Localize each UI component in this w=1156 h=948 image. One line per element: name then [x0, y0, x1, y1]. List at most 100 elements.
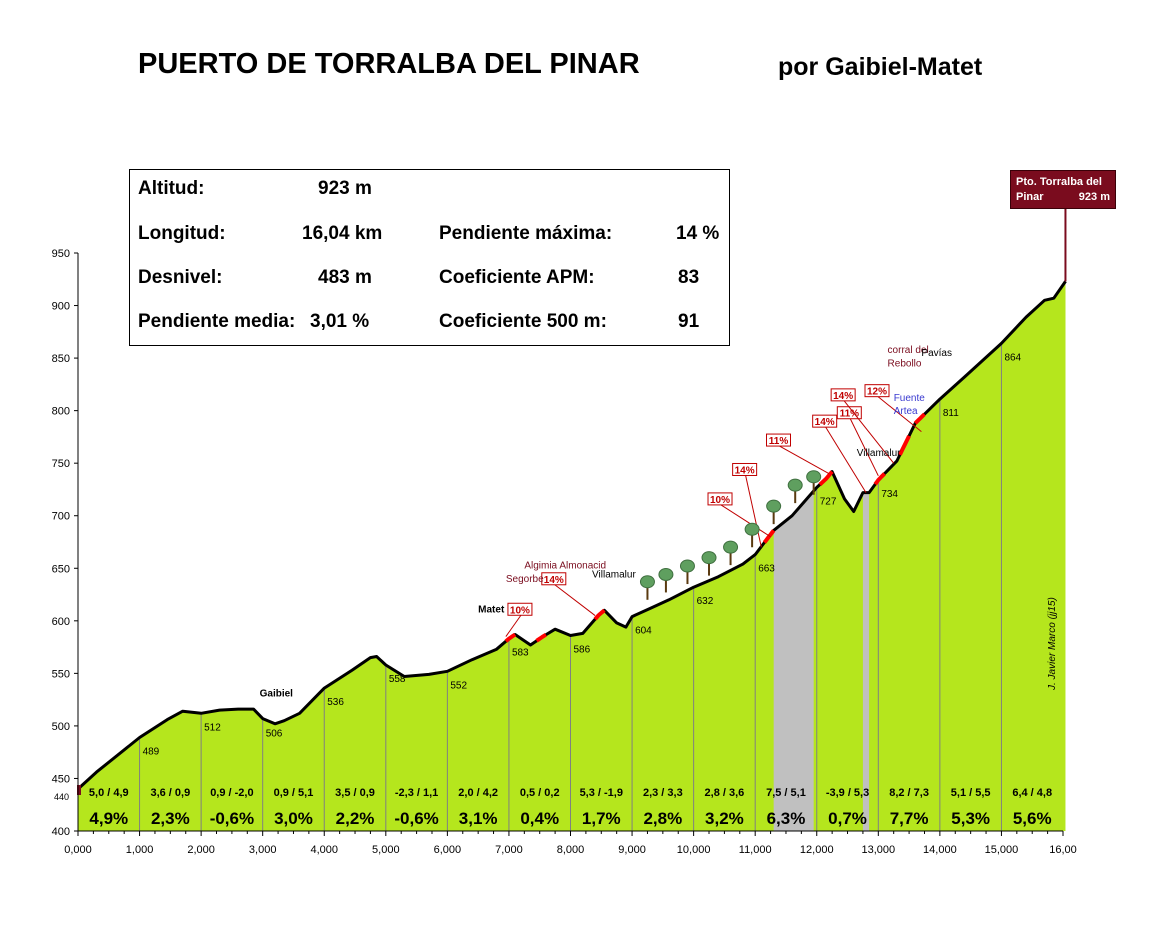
tree-icon	[787, 478, 803, 492]
tree-icon	[679, 559, 695, 573]
info-label: Pendiente máxima:	[439, 223, 613, 244]
place-label: Rebollo	[888, 358, 922, 369]
gradient-label: 14%	[815, 417, 835, 428]
gradient-leader	[825, 426, 867, 493]
segment-minmax-label: 2,8 / 3,6	[705, 787, 745, 799]
segment-average-label: 5,6%	[1013, 809, 1052, 828]
tree-icon	[701, 551, 717, 565]
chart-marks: 489 512 506 536 558 552 583 586 604 632 663 727 734 8…	[54, 209, 1067, 828]
gradient-leader	[849, 418, 879, 477]
tunnel-area-1	[862, 492, 870, 831]
gradient-label: 14%	[544, 575, 564, 586]
segment-minmax-label: 2,0 / 4,2	[458, 787, 498, 799]
place-label: Villamalur	[592, 570, 636, 581]
tree-icon	[766, 499, 782, 513]
segment-minmax-label: 5,1 / 5,5	[951, 787, 991, 799]
x-tick-label: 8,000	[557, 844, 585, 856]
altitude-label: 864	[1004, 352, 1021, 363]
segment-average-label: 5,3%	[951, 809, 990, 828]
place-label: Segorbe	[506, 574, 544, 585]
summit-box: Pto. Torralba del Pinar 923 m	[1010, 170, 1116, 209]
x-tick-label: 0,000	[64, 844, 92, 856]
summit-name: Pto. Torralba del	[1016, 176, 1102, 188]
x-tick-label: 1,000	[126, 844, 154, 856]
y-tick-label: 400	[52, 826, 70, 838]
y-tick-label: 900	[52, 301, 70, 313]
place-label: Fuente	[894, 393, 926, 404]
y-tick-label: 650	[52, 563, 70, 575]
altitude-label: 734	[881, 489, 898, 500]
segment-minmax-label: 0,9 / -2,0	[210, 787, 253, 799]
info-label: Altitud:	[138, 178, 205, 199]
gradient-label: 11%	[840, 409, 860, 420]
profile-area	[78, 281, 1066, 831]
steep-section-2	[593, 608, 606, 621]
steep-section-6	[898, 435, 911, 456]
info-value: 3,01 %	[310, 311, 370, 332]
place-label: Pavías	[921, 348, 952, 359]
info-value: 923 m	[318, 178, 372, 199]
x-tick-label: 10,000	[677, 844, 711, 856]
info-row-elevation-gain: Desnivel: 483 m Coeficiente APM: 83	[130, 267, 729, 297]
gradient-leader	[779, 445, 830, 475]
gradient-leader	[554, 584, 596, 616]
segment-average-label: 4,9%	[89, 809, 128, 828]
x-tick-label: 2,000	[187, 844, 215, 856]
tree-icon	[744, 522, 760, 536]
segment-average-label: 3,1%	[459, 809, 498, 828]
x-tick-label: 16,00	[1049, 844, 1077, 856]
gradient-leader	[843, 400, 895, 464]
tree-icon	[658, 567, 674, 581]
y-tick-label: 600	[52, 616, 70, 628]
segment-minmax-label: 3,6 / 0,9	[150, 787, 190, 799]
x-tick-label: 5,000	[372, 844, 400, 856]
info-label: Coeficiente 500 m:	[439, 311, 607, 332]
info-label: Desnivel:	[138, 267, 223, 288]
start-marker	[77, 785, 81, 795]
segment-average-label: 2,3%	[151, 809, 190, 828]
altitude-label: 727	[820, 496, 837, 507]
segment-average-label: 3,0%	[274, 809, 313, 828]
segment-average-label: 6,3%	[767, 809, 806, 828]
segment-minmax-label: 0,9 / 5,1	[274, 787, 314, 799]
place-label: Villamalur	[857, 448, 901, 459]
info-value: 483 m	[318, 267, 372, 288]
tree-icon	[639, 575, 655, 589]
gradient-badge	[707, 492, 733, 506]
y-tick-label: 700	[52, 511, 70, 523]
info-label: Longitud:	[138, 223, 226, 244]
info-value: 16,04 km	[302, 223, 383, 244]
altitude-label: 604	[635, 626, 652, 637]
gradient-leader	[720, 504, 771, 538]
altitude-label: 536	[327, 697, 344, 708]
segment-minmax-label: -3,9 / 5,3	[826, 787, 869, 799]
segment-minmax-label: 6,4 / 4,8	[1012, 787, 1052, 799]
steep-section-0	[504, 632, 517, 643]
steep-section-7	[913, 412, 926, 425]
segment-minmax-label: 8,2 / 7,3	[889, 787, 929, 799]
x-tick-label: 12,000	[800, 844, 834, 856]
summit-altitude: 923 m	[1078, 191, 1110, 203]
chart-title: PUERTO DE TORRALBA DEL PINAR	[138, 48, 640, 80]
x-tick-label: 3,000	[249, 844, 277, 856]
gradient-badge	[507, 602, 533, 616]
gradient-leader	[505, 614, 522, 637]
y-tick-label: 500	[52, 721, 70, 733]
gradient-label: 14%	[833, 391, 853, 402]
x-tick-label: 13,000	[861, 844, 895, 856]
gradient-leader	[877, 396, 922, 433]
gradient-badge	[732, 462, 758, 476]
info-label: Coeficiente APM:	[439, 267, 595, 288]
altitude-label: 586	[574, 645, 591, 656]
gradient-label: 10%	[710, 495, 730, 506]
info-row-length: Longitud: 16,04 km Pendiente máxima: 14 …	[130, 223, 729, 253]
info-value: 91	[678, 311, 700, 332]
segment-minmax-label: 7,5 / 5,1	[766, 787, 806, 799]
gradient-label: 10%	[510, 605, 530, 616]
x-tick-label: 9,000	[618, 844, 646, 856]
steep-section-4	[818, 470, 834, 487]
segment-average-label: 3,2%	[705, 809, 744, 828]
y-tick-label: 950	[52, 248, 70, 260]
altitude-label: 506	[266, 729, 283, 740]
